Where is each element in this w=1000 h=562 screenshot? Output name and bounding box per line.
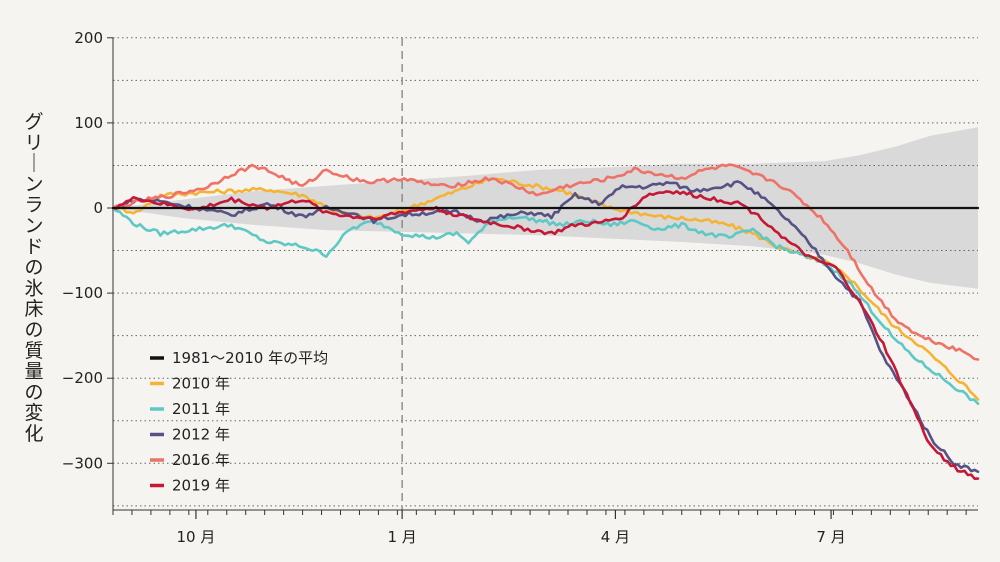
y-tick-label: 200 [74, 29, 103, 47]
legend-label: 2011 年 [172, 400, 230, 418]
x-tick-label: 10 月 [177, 528, 216, 546]
axes: 200 100 0 −100 −200 −300 10 月 1 月 4 月 7 月 [62, 29, 978, 546]
x-tick-label: 7 月 [816, 528, 845, 546]
series-lines [111, 163, 980, 480]
legend-label: 2012 年 [172, 426, 230, 444]
y-tick-label: 100 [74, 114, 103, 132]
series-line-4 [111, 163, 980, 361]
legend: 1981〜2010 年の平均 2010 年 2011 年 2012 年 2016 年 20… [150, 349, 328, 495]
y-tick-label: −100 [62, 284, 103, 302]
y-tick-label: −200 [62, 369, 103, 387]
legend-label: 2016 年 [172, 451, 230, 469]
series-line-2 [111, 206, 980, 405]
legend-label: 2010 年 [172, 375, 230, 393]
y-tick-label: −300 [62, 454, 103, 472]
x-tick-label: 4 月 [601, 528, 630, 546]
x-tick-label: 1 月 [387, 528, 416, 546]
y-tick-label: 0 [93, 199, 103, 217]
legend-label: 2019 年 [172, 477, 230, 495]
grid [113, 37, 978, 507]
legend-label: 1981〜2010 年の平均 [172, 349, 328, 367]
series-line-5 [111, 190, 980, 480]
y-axis-label: グリ｜ンランドの氷床の質量の変化 [24, 111, 43, 445]
